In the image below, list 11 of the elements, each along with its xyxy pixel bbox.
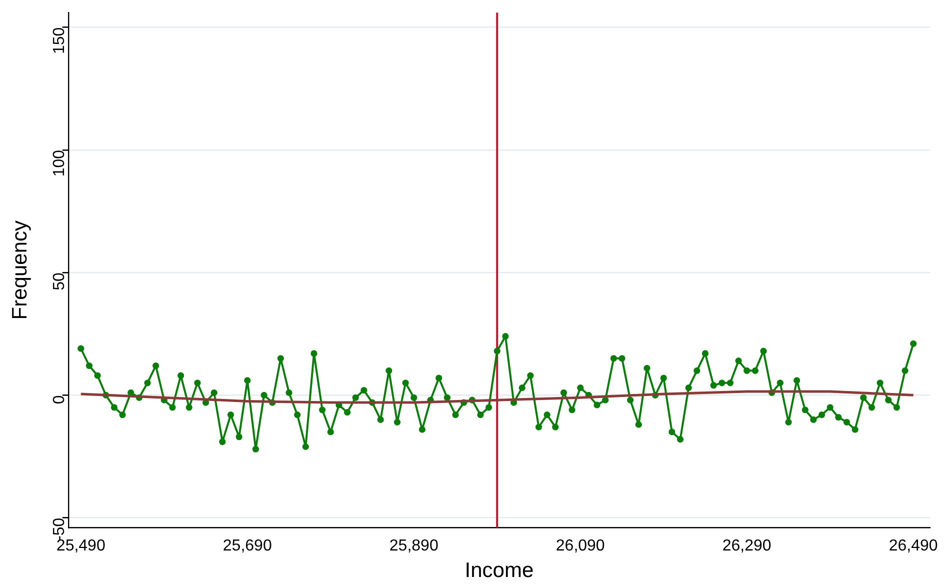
y-axis-title: Frequency bbox=[8, 220, 32, 320]
x-axis-title: Income bbox=[464, 559, 534, 582]
x-tick-label: 25,890 bbox=[389, 538, 438, 555]
x-tick-label: 26,090 bbox=[556, 538, 605, 555]
y-tick-label: 150 bbox=[50, 27, 68, 54]
x-tick-label: 26,290 bbox=[722, 538, 772, 555]
y-tick-label: 100 bbox=[50, 150, 68, 177]
x-tick-label: 25,690 bbox=[222, 538, 272, 555]
y-tick-label: 0 bbox=[50, 395, 68, 404]
x-tick-label: 26,490 bbox=[888, 538, 938, 555]
y-tick-label: 50 bbox=[50, 272, 68, 290]
